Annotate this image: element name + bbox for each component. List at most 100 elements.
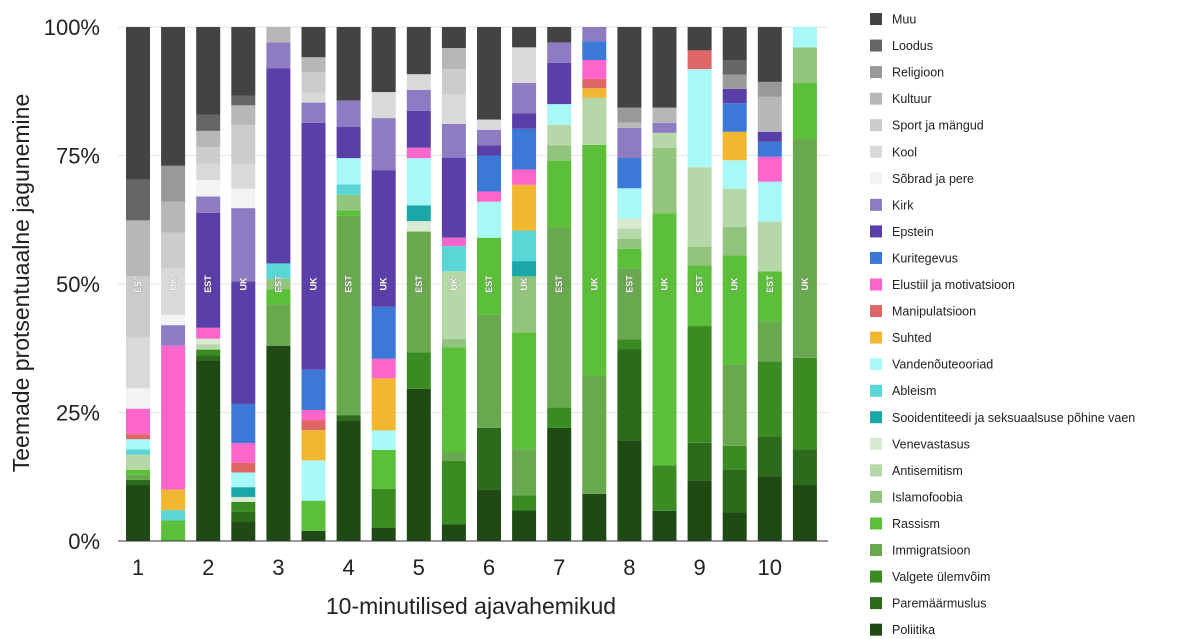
legend-swatch	[870, 384, 882, 397]
bar-segment	[547, 62, 572, 105]
bar-segment	[757, 131, 782, 142]
bar-label: EST	[203, 275, 213, 293]
bar-segment	[371, 358, 396, 379]
bar-segment	[441, 347, 466, 453]
bar-label: EST	[133, 275, 143, 293]
bar-segment	[196, 355, 221, 361]
bar-segment	[301, 460, 326, 501]
bar-segment	[301, 122, 326, 370]
bar-segment	[512, 276, 537, 333]
bar-label: EST	[554, 275, 564, 293]
legend-label: Valgete ülemvõim	[892, 570, 990, 584]
bar-segment	[301, 92, 326, 103]
bar-segment	[547, 227, 572, 408]
bar-segment	[687, 50, 712, 70]
bar-segment	[441, 48, 466, 70]
bars	[126, 27, 817, 541]
legend-swatch	[870, 119, 882, 132]
bar-segment	[196, 114, 221, 131]
bar-segment	[617, 122, 642, 128]
bar-segment	[336, 158, 361, 185]
bar-segment	[371, 27, 396, 93]
x-axis-ticks: 1 2 3 4 5 6 7 8 9 10	[132, 555, 782, 580]
bar-segment	[231, 281, 256, 404]
bar-segment	[161, 27, 186, 166]
legend-swatch	[870, 437, 882, 450]
bar-label: UK	[730, 277, 740, 290]
bar-segment	[126, 474, 150, 480]
bar-segment	[301, 530, 326, 541]
bar-segment	[792, 449, 817, 486]
bar-segment	[301, 102, 326, 123]
legend-swatch	[870, 331, 882, 344]
bar-segment	[231, 462, 256, 473]
bar-segment	[617, 228, 642, 239]
legend-item: Loodus	[870, 39, 933, 53]
bar-segment	[722, 27, 747, 61]
bar-segment	[792, 357, 817, 450]
bar-segment	[722, 445, 747, 470]
legend-label: Rassism	[892, 517, 940, 531]
legend-label: Ableism	[892, 384, 936, 398]
legend-item: Vandenõuteooriad	[870, 358, 993, 372]
bar-segment	[196, 180, 221, 197]
bar-segment	[266, 345, 291, 541]
bar-segment	[336, 194, 361, 211]
bar-segment	[722, 255, 747, 365]
x-tick-label: 7	[553, 555, 565, 580]
bar-segment	[301, 72, 326, 93]
bar-segment	[441, 246, 466, 272]
bar-label: UK	[168, 277, 178, 290]
bar-segment	[477, 27, 501, 120]
bar-segment	[547, 145, 572, 161]
bar-segment	[196, 163, 221, 181]
legend-swatch	[870, 278, 882, 291]
bar-segment	[336, 415, 361, 421]
bar-segment	[512, 47, 537, 83]
bar-segment	[196, 130, 221, 148]
legend-label: Antisemitism	[892, 464, 963, 478]
bar-segment	[757, 221, 782, 272]
bar-segment	[652, 147, 677, 214]
bar-segment	[126, 27, 150, 180]
legend-label: Sport ja mängud	[892, 119, 984, 133]
bar-segment	[441, 69, 466, 95]
bar-segment	[722, 469, 747, 513]
bar-segment	[126, 439, 150, 450]
bar-segment	[617, 440, 642, 541]
bar-label: EST	[624, 275, 634, 293]
legend-swatch	[870, 544, 882, 556]
bar-segment	[406, 27, 431, 75]
bar-segment	[301, 420, 326, 431]
legend-item: Poliitika	[870, 623, 935, 637]
bar-segment	[441, 452, 466, 461]
bar-segment	[196, 344, 221, 350]
bar-segment	[126, 388, 150, 409]
bar-segment	[617, 218, 642, 229]
x-tick-label: 9	[693, 555, 705, 580]
bar-segment	[161, 268, 186, 315]
legend-swatch	[870, 13, 882, 25]
bar-segment	[371, 170, 396, 307]
x-tick-label: 5	[413, 555, 425, 580]
bar-segment	[371, 118, 396, 171]
bar-label: UK	[449, 277, 459, 290]
bar-segment	[757, 181, 782, 222]
bar-segment	[371, 92, 396, 119]
bar-segment	[512, 261, 537, 277]
bar-segment	[371, 378, 396, 431]
legend-label: Paremäärmuslus	[892, 597, 986, 611]
bar-segment	[512, 495, 537, 511]
legend-label: Sõbrad ja pere	[892, 172, 974, 186]
bar-segment	[652, 107, 677, 123]
legend-swatch	[870, 145, 882, 158]
bar-segment	[441, 157, 466, 238]
bar-segment	[617, 268, 642, 340]
bar-segment	[792, 47, 817, 83]
bar-segment	[547, 124, 572, 146]
bar-segment	[336, 184, 361, 195]
bar-segment	[231, 501, 256, 512]
legend-swatch	[870, 464, 882, 477]
legend-swatch	[870, 66, 882, 79]
legend-label: Kirk	[892, 198, 914, 212]
